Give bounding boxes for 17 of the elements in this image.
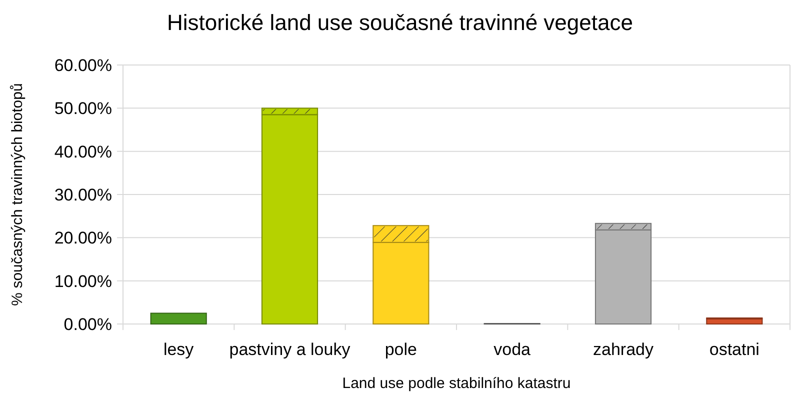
- x-tick-label: pastviny a louky: [229, 340, 351, 359]
- y-tick-label: 60.00%: [54, 56, 112, 75]
- y-axis-title: % současných travinných biotopů: [9, 83, 26, 306]
- x-axis-title: Land use podle stabilního katastru: [342, 375, 571, 392]
- chart-title: Historické land use současné travinné vegetace: [167, 10, 633, 35]
- y-tick-label: 10.00%: [54, 272, 112, 291]
- x-tick-label: lesy: [163, 340, 194, 359]
- y-tick-label: 40.00%: [54, 142, 112, 162]
- y-tick-label: 20.00%: [54, 228, 112, 248]
- bar: [150, 312, 207, 324]
- y-tick-label: 50.00%: [54, 99, 112, 118]
- y-tick-label: 0.00%: [64, 314, 112, 334]
- x-tick-label: ostatni: [709, 340, 760, 359]
- x-tick-label: zahrady: [593, 340, 654, 359]
- x-tick-label: pole: [384, 340, 417, 359]
- y-tick-label: 30.00%: [54, 185, 112, 204]
- x-tick-label: voda: [494, 340, 532, 359]
